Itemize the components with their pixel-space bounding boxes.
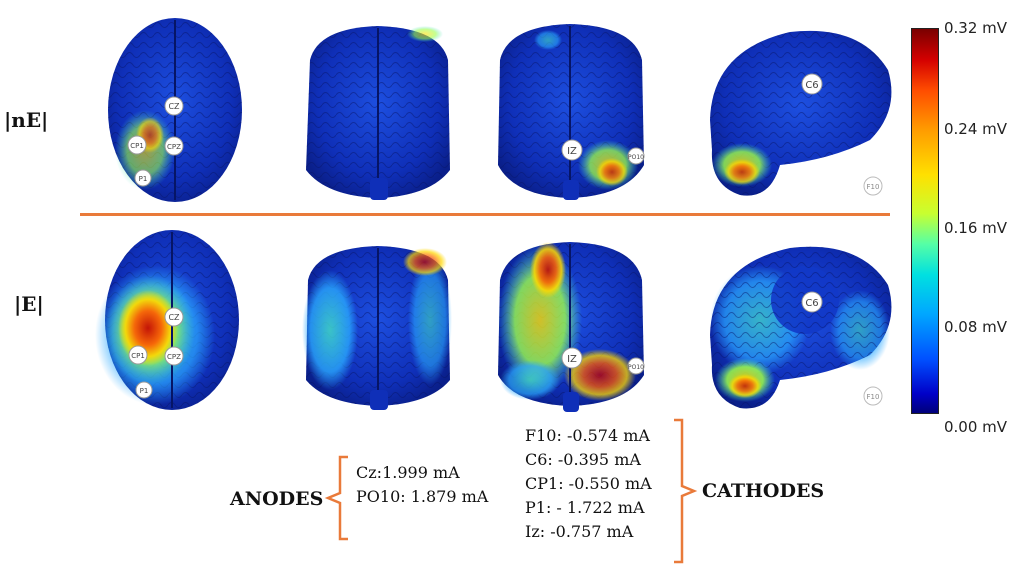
- electrode-iz-back: IZ: [561, 139, 583, 161]
- electrode-iz-back-e: IZ: [561, 347, 583, 369]
- brain-side-view-e: [710, 246, 892, 409]
- colorbar: [911, 28, 939, 414]
- anodes-brace: [324, 455, 348, 541]
- anode-item: PO10: 1.879 mA: [356, 487, 489, 506]
- anode-item: Cz:1.999 mA: [356, 463, 460, 482]
- electrode-cpz-top-e: CPZ: [164, 346, 184, 366]
- electrode-p1-top: P1: [134, 169, 152, 187]
- svg-text:CZ: CZ: [168, 102, 180, 111]
- svg-text:P1: P1: [140, 387, 149, 395]
- brain-back-view-e: [498, 242, 644, 412]
- colorbar-tick-3: 0.16 mV: [944, 219, 1008, 237]
- svg-text:IZ: IZ: [567, 146, 577, 157]
- colorbar-tick-4: 0.08 mV: [944, 318, 1008, 336]
- svg-text:CPZ: CPZ: [167, 143, 181, 151]
- electrode-cpz-top: CPZ: [164, 136, 184, 156]
- anodes-list: Cz:1.999 mA PO10: 1.879 mA: [356, 461, 488, 509]
- cathode-item: Iz: -0.757 mA: [525, 522, 634, 541]
- brain-front-view-e: [302, 246, 452, 410]
- svg-text:P1: P1: [139, 175, 148, 183]
- svg-text:CPZ: CPZ: [167, 353, 181, 361]
- electrode-po10-back-e: PO10: [627, 357, 645, 375]
- cathode-item: F10: -0.574 mA: [525, 426, 650, 445]
- electrode-cz-top: CZ: [164, 96, 184, 116]
- row-label-ne: |nE|: [4, 108, 49, 132]
- svg-text:CP1: CP1: [130, 142, 144, 150]
- brain-side-view-ne: [710, 30, 892, 196]
- electrode-po10-back: PO10: [627, 147, 645, 165]
- svg-text:PO10: PO10: [628, 154, 644, 161]
- svg-text:CZ: CZ: [168, 313, 180, 322]
- row-divider: [80, 213, 890, 216]
- anodes-title: ANODES: [230, 488, 324, 510]
- cathodes-title: CATHODES: [702, 480, 825, 502]
- electrode-cp1-top-e: CP1: [128, 345, 148, 365]
- brain-front-view-ne: [306, 26, 450, 200]
- row-label-e: |E|: [14, 292, 44, 316]
- cathodes-list: F10: -0.574 mA C6: -0.395 mA CP1: -0.550…: [525, 424, 652, 544]
- brain-back-view-ne: [498, 24, 644, 200]
- colorbar-tick-min: 0.00 mV: [944, 418, 1008, 436]
- svg-text:C6: C6: [805, 80, 818, 91]
- electrode-c6-side-e: C6: [801, 291, 823, 313]
- cathode-item: C6: -0.395 mA: [525, 450, 641, 469]
- svg-text:IZ: IZ: [567, 354, 577, 365]
- svg-text:PO10: PO10: [628, 364, 644, 371]
- svg-text:F10: F10: [867, 183, 880, 191]
- brain-figures: CZ CP1 CPZ P1 IZ PO10: [95, 18, 892, 412]
- colorbar-tick-max: 0.32 mV: [944, 19, 1008, 37]
- cathode-item: CP1: -0.550 mA: [525, 474, 652, 493]
- electrode-f10-side: F10: [863, 176, 883, 196]
- electrode-p1-top-e: P1: [135, 381, 153, 399]
- svg-text:C6: C6: [805, 298, 818, 309]
- cathode-item: P1: - 1.722 mA: [525, 498, 645, 517]
- svg-text:F10: F10: [867, 393, 880, 401]
- electrode-f10-side-e: F10: [863, 386, 883, 406]
- electrode-cz-top-e: CZ: [164, 307, 184, 327]
- cathodes-brace: [674, 418, 698, 564]
- electrode-c6-side: C6: [801, 73, 823, 95]
- colorbar-tick-2: 0.24 mV: [944, 120, 1008, 138]
- svg-text:CP1: CP1: [131, 352, 145, 360]
- electrode-cp1-top: CP1: [127, 135, 147, 155]
